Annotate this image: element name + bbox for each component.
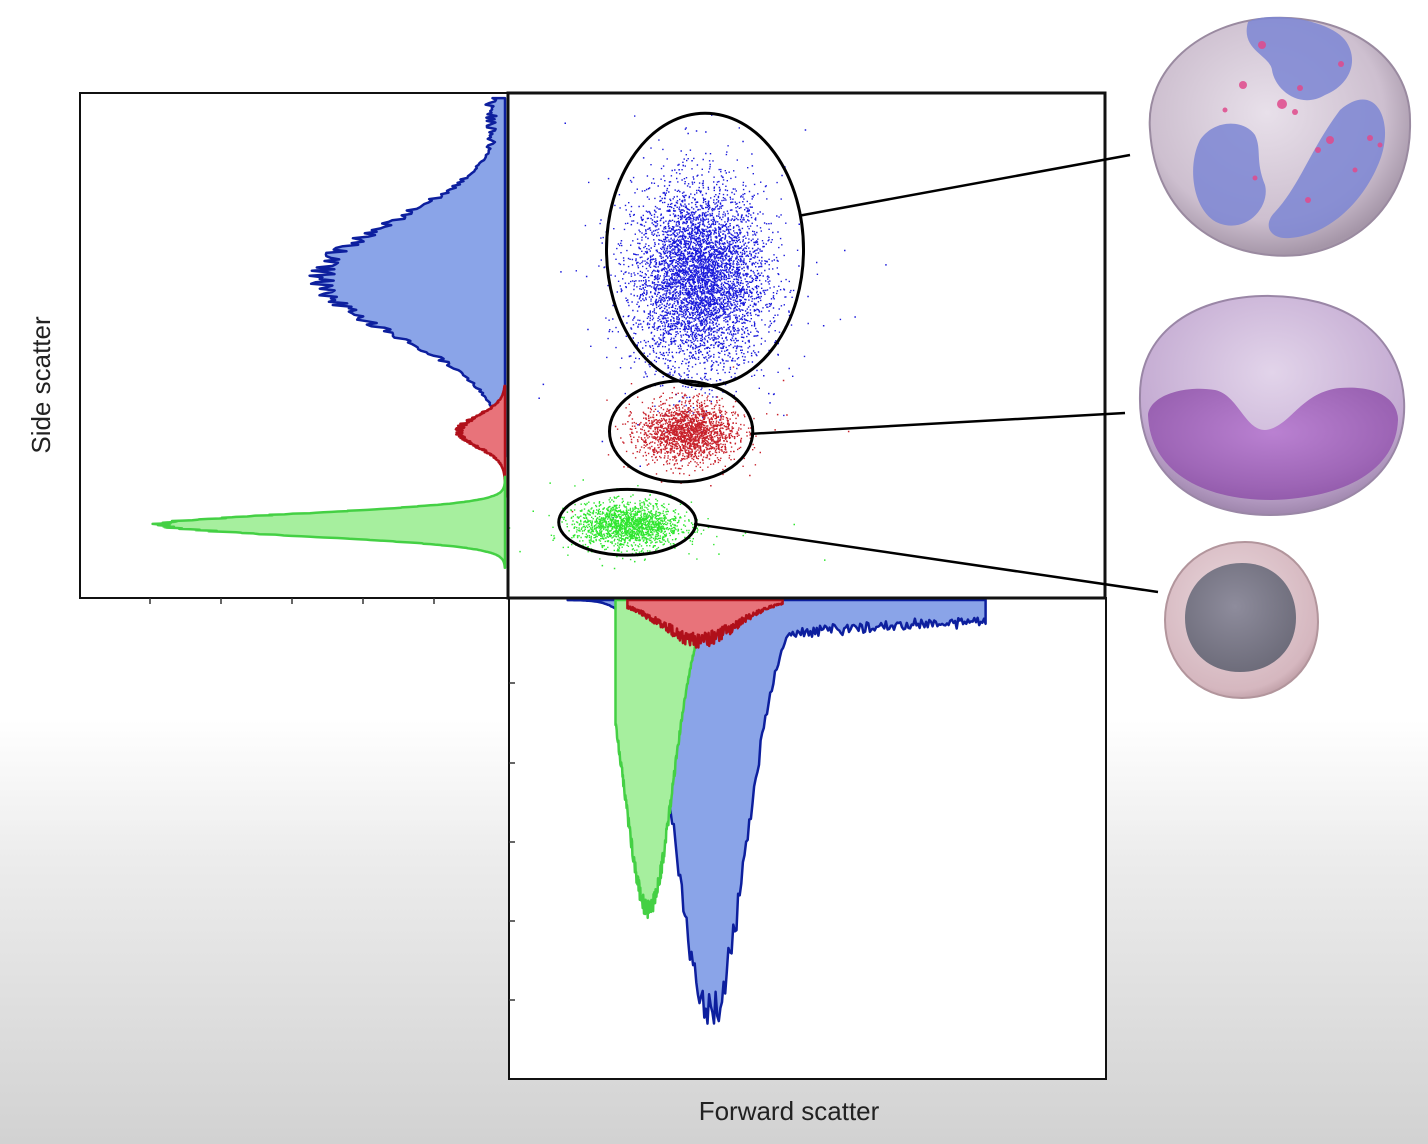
monocyte-scatter-points xyxy=(571,366,850,513)
lymphocyte-gate xyxy=(557,487,698,557)
side-scatter-histogram-ticks xyxy=(149,598,435,604)
lymphocyte-side-scatter-histogram xyxy=(151,475,507,569)
granulocyte-side-scatter-histogram xyxy=(308,96,507,458)
side-scatter-histogram-panel xyxy=(79,92,509,604)
gate-connector-lines xyxy=(693,153,1159,594)
lymphocyte-cell-icon xyxy=(1163,540,1320,700)
scatter-points xyxy=(508,114,887,570)
lymphocyte-scatter-points xyxy=(508,479,826,570)
granulocyte-gate xyxy=(605,111,806,388)
granulocyte-cell-icon xyxy=(1148,16,1412,257)
monocyte-scatter-point-cloud xyxy=(571,366,850,513)
lymphocyte-connector-line xyxy=(693,522,1159,594)
monocyte-forward-scatter-histogram xyxy=(626,598,784,649)
monocyte-connector-line xyxy=(750,411,1126,436)
side-scatter-histograms xyxy=(151,96,507,569)
forward-scatter-histograms xyxy=(566,598,987,1025)
y-axis-title: Side scatter xyxy=(26,316,56,454)
monocyte-gate xyxy=(607,379,755,484)
lymphocyte-scatter-point-cloud xyxy=(508,479,826,570)
granulocyte-connector-line xyxy=(800,153,1131,217)
population-gates xyxy=(557,111,806,557)
x-axis-title: Forward scatter xyxy=(699,1096,880,1126)
scatter-plot-panel xyxy=(506,91,1107,600)
forward-scatter-histogram-frame xyxy=(508,597,1107,1080)
forward-scatter-histogram-ticks xyxy=(509,682,515,1001)
monocyte-cell-icon xyxy=(1138,294,1406,517)
forward-scatter-histogram-panel xyxy=(508,597,1107,1080)
scatter-plot-frame xyxy=(506,91,1107,600)
